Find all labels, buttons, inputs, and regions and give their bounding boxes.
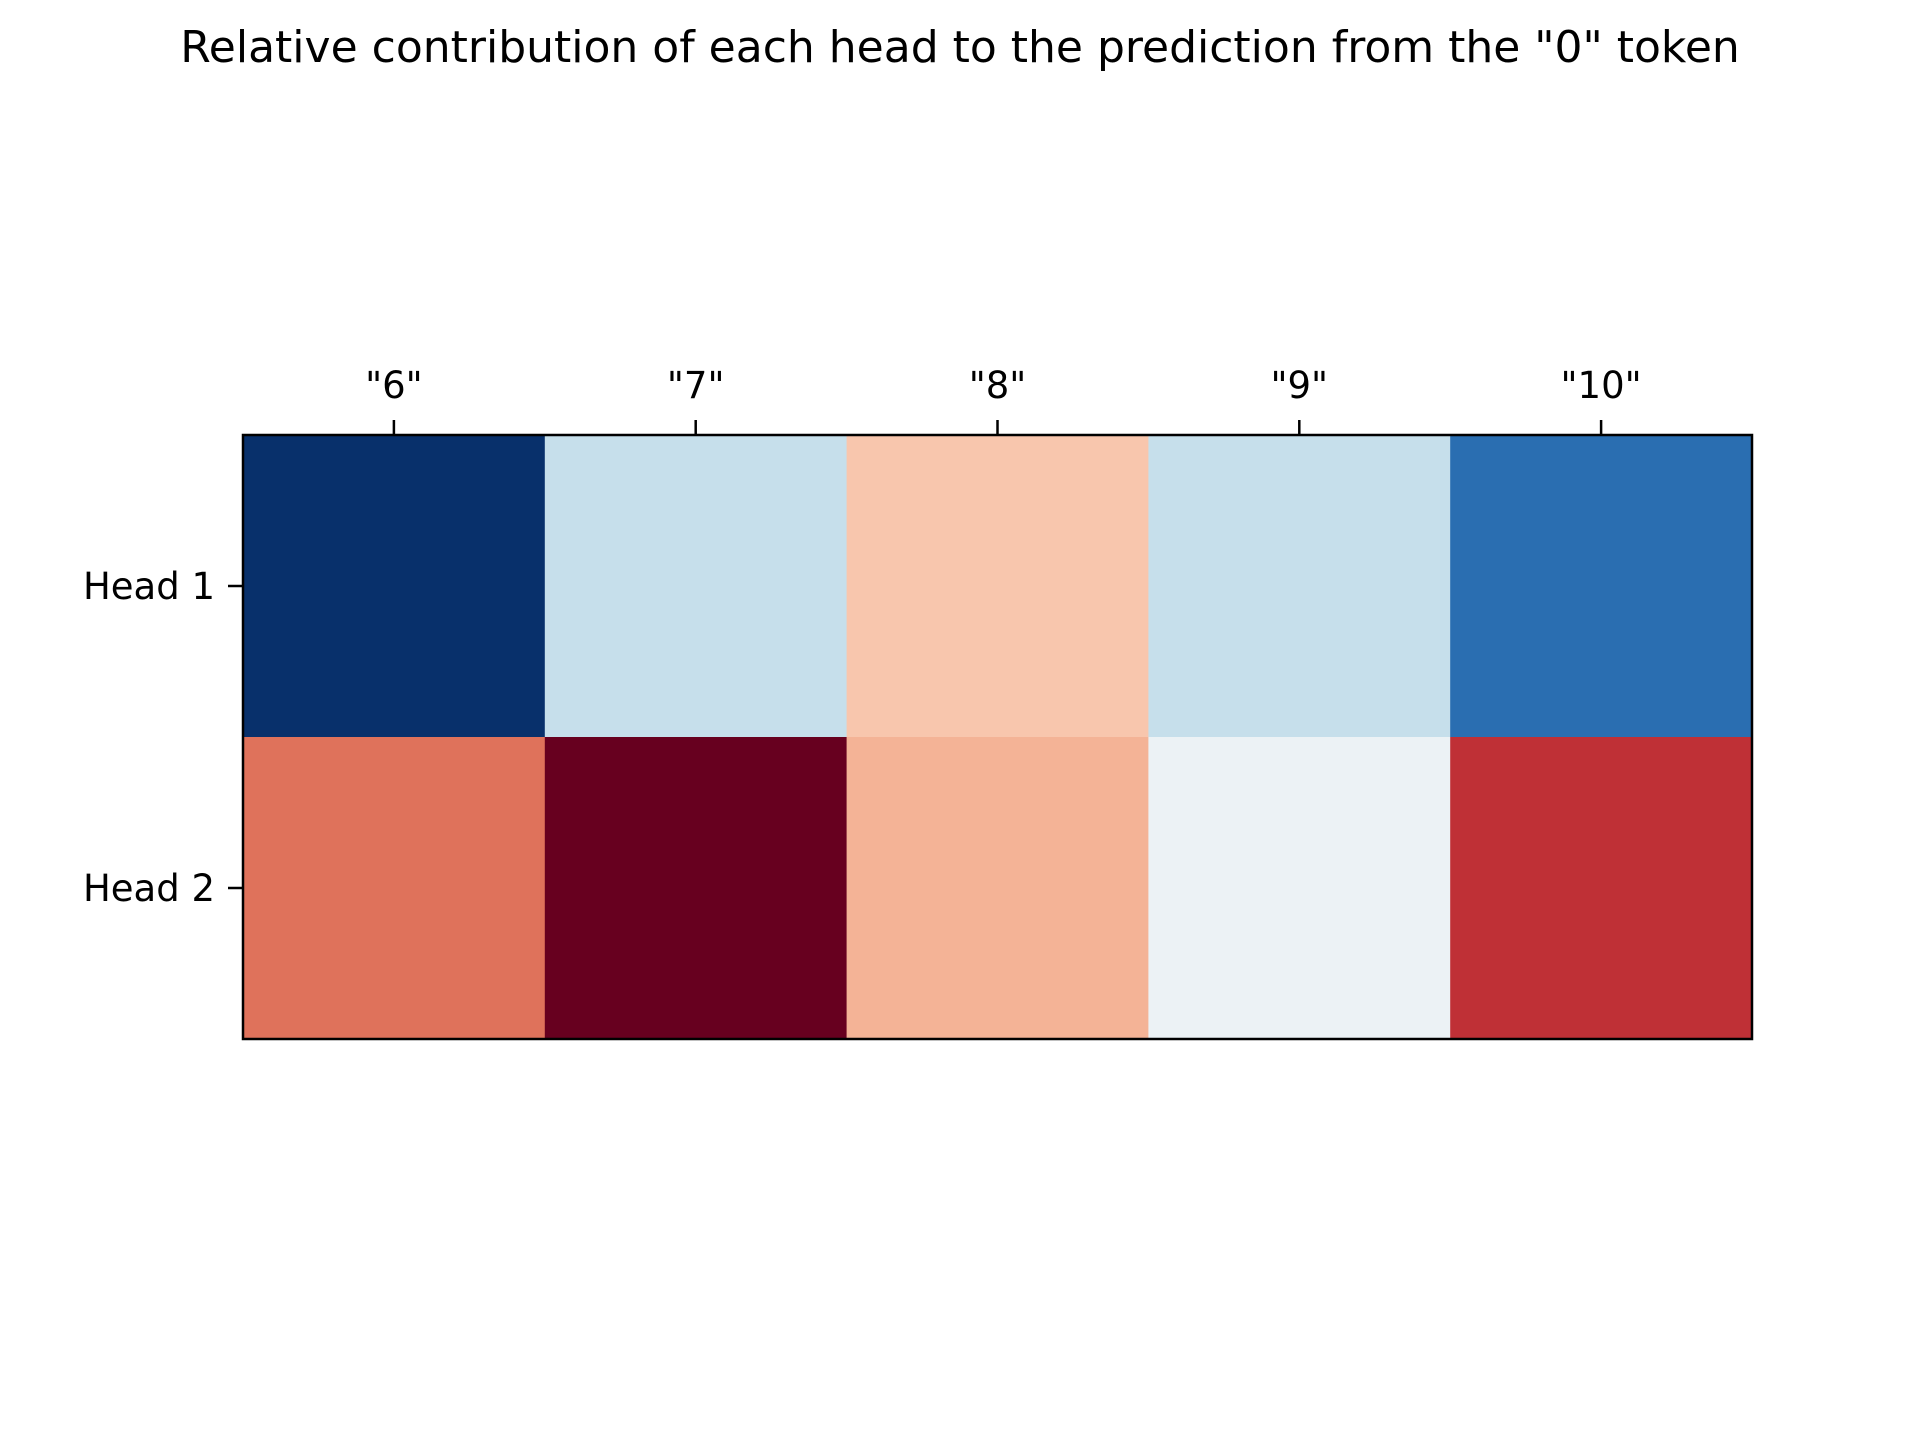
x-tick-label: "6" — [365, 364, 423, 407]
heatmap-cell-r1-c3 — [846, 435, 1149, 738]
x-axis: "6" "7" "8" "9" "10" — [365, 364, 1642, 435]
x-tick-label: "8" — [969, 364, 1027, 407]
heatmap-cell-r2-c1 — [243, 737, 546, 1040]
heatmap-cell-r1-c5 — [1450, 435, 1753, 738]
heatmap-cell-r1-c4 — [1148, 435, 1451, 738]
y-tick-label: Head 2 — [83, 867, 215, 910]
chart-title: Relative contribution of each head to th… — [180, 22, 1740, 73]
y-axis: Head 1 Head 2 — [83, 565, 243, 910]
heatmap-cell-r2-c5 — [1450, 737, 1753, 1040]
heatmap-cells — [243, 435, 1753, 1040]
x-tick-label: "9" — [1271, 364, 1329, 407]
heatmap-cell-r1-c1 — [243, 435, 546, 738]
heatmap-cell-r2-c2 — [544, 737, 848, 1040]
x-tick-label: "7" — [667, 364, 725, 407]
heatmap-cell-r2-c3 — [846, 737, 1149, 1040]
heatmap-cell-r1-c2 — [544, 435, 848, 738]
heatmap-cell-r2-c4 — [1148, 737, 1451, 1040]
y-tick-label: Head 1 — [83, 565, 215, 608]
x-tick-label: "10" — [1561, 364, 1642, 407]
